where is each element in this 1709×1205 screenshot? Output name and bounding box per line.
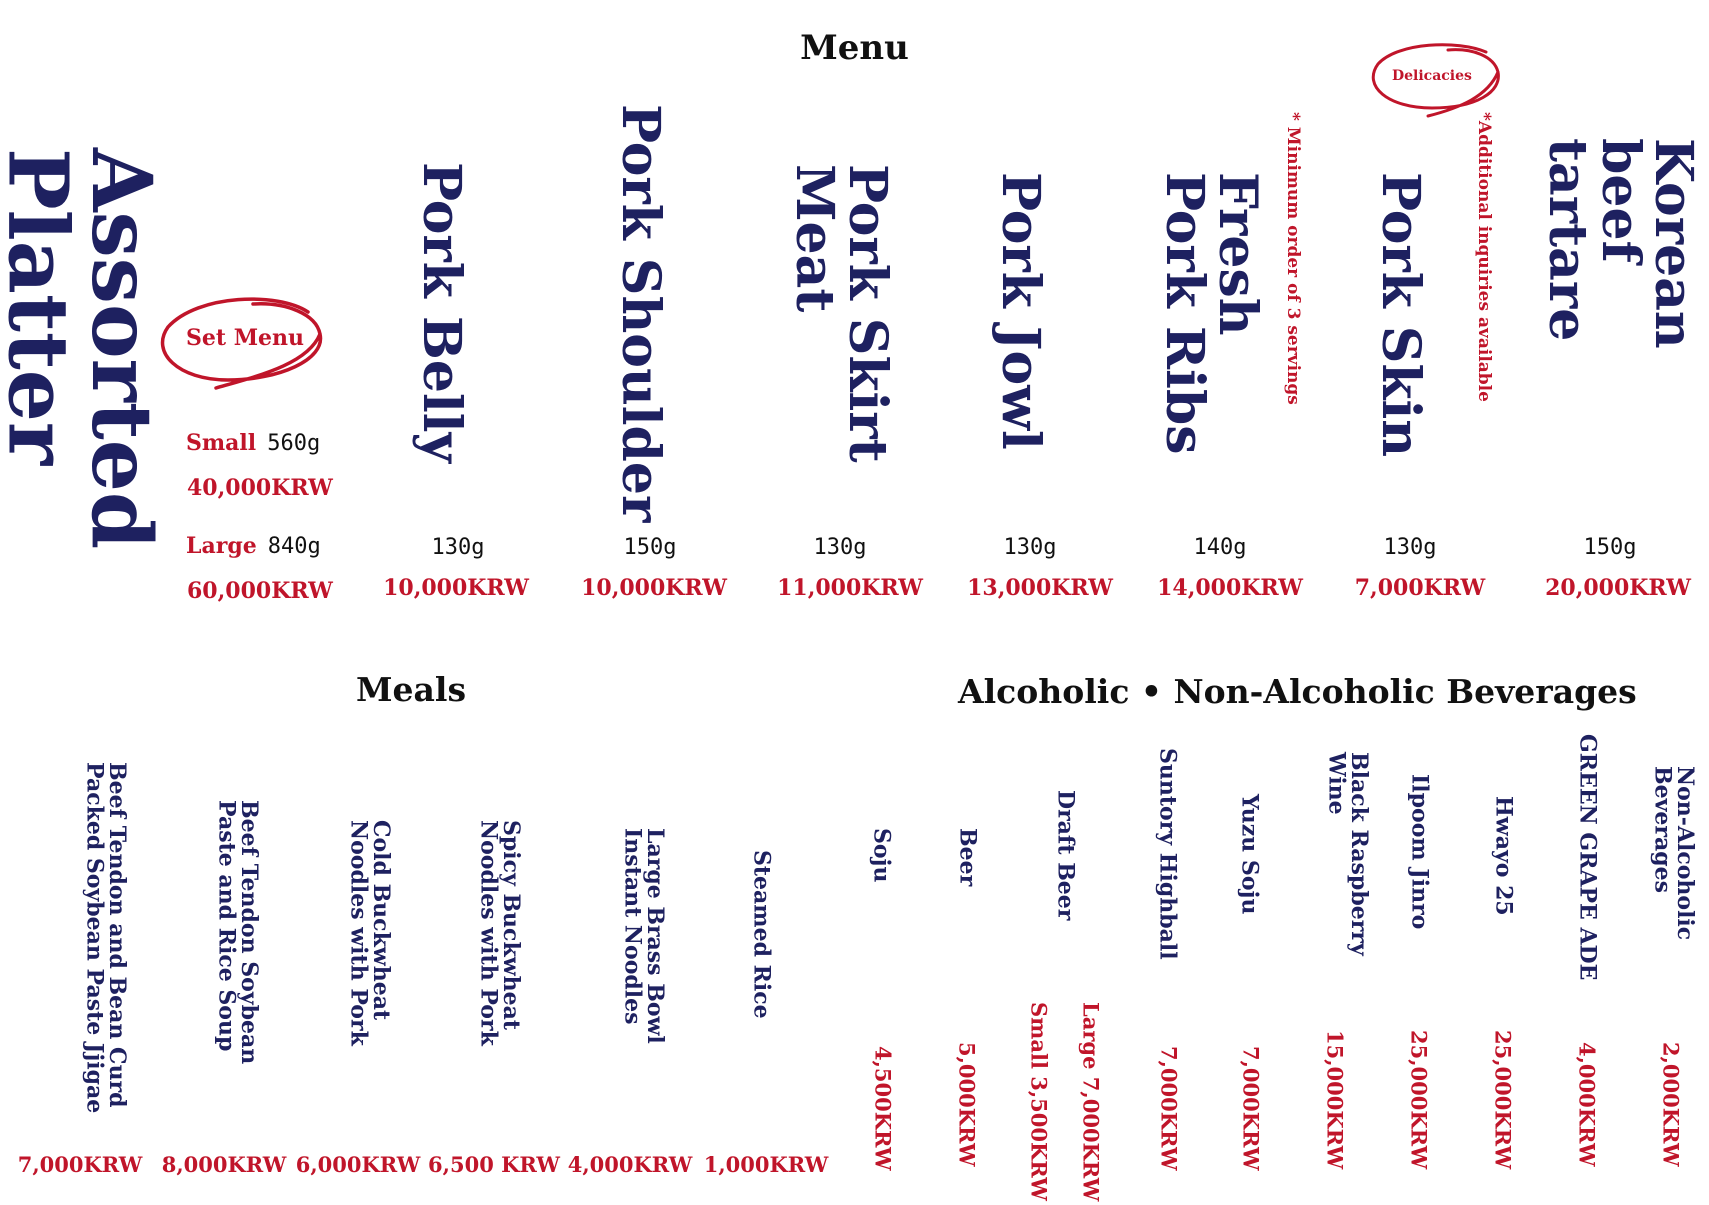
beverage-name-yuzu-soju: Yuzu Soju (1236, 794, 1263, 915)
cut-price: 10,000KRW (383, 575, 529, 601)
beverage-name-black-raspberry-wine: Black Raspberry Wine (1323, 752, 1372, 956)
beverages-title: Alcoholic • Non-Alcoholic Beverages (958, 672, 1637, 711)
beverage-price: 2,000KRW (1658, 1042, 1684, 1167)
beverage-price: 7,000KRW (1238, 1046, 1264, 1171)
cut-price: 14,000KRW (1157, 575, 1303, 601)
beverage-name-beer: Beer (954, 828, 981, 887)
page-title: Menu (800, 28, 909, 68)
beverage-price-large: Large 7,000KRW (1078, 1002, 1104, 1202)
delicacies-circle (1371, 43, 1500, 118)
beverage-price: 4,500KRW (870, 1046, 896, 1171)
cut-price: 20,000KRW (1545, 575, 1691, 601)
beverage-name-non-alcoholic: Non-Alcoholic Beverages (1649, 766, 1698, 941)
meal-price: 6,500 KRW (428, 1152, 560, 1177)
cut-weight: 150g (1583, 535, 1637, 560)
cut-weight: 130g (813, 535, 867, 560)
beverage-price: 25,000KRW (1490, 1030, 1516, 1170)
meal-name-instant-noodles: Large Brass Bowl Instant Noodles (619, 828, 668, 1044)
cut-name-korean-beef-tartare: Korean beef tartare (1536, 138, 1704, 349)
meal-name-cold-buckwheat: Cold Buckwheat Noodles with Pork (345, 820, 394, 1046)
cut-name-pork-shoulder: Pork Shoulder (610, 104, 672, 523)
cut-weight: 150g (623, 535, 677, 560)
set-menu-large-price: 60,000KRW (187, 578, 333, 604)
cut-name-pork-skirt-meat: Pork Skirt Meat (783, 164, 898, 463)
beverage-price: 7,000KRW (1156, 1046, 1182, 1171)
meal-name-spicy-buckwheat: Spicy Buckwheat Noodles with Pork (475, 820, 524, 1046)
meal-price: 1,000KRW (703, 1152, 829, 1177)
cut-weight: 130g (1383, 535, 1437, 560)
cut-price: 10,000KRW (581, 575, 727, 601)
meal-price: 6,000KRW (295, 1152, 421, 1177)
beverage-name-highball: Suntory Highball (1154, 748, 1181, 960)
set-menu-large-label: Large (186, 533, 257, 559)
additional-inquiries-note: *Additional inquiries available (1474, 112, 1494, 402)
delicacies-badge: Delicacies (1392, 68, 1472, 84)
cut-name-pork-jowl: Pork Jowl (990, 172, 1052, 450)
cut-name-pork-skin: Pork Skin (1370, 172, 1432, 458)
beverage-price: 25,000KRW (1406, 1030, 1432, 1170)
beverage-name-hwayo-25: Hwayo 25 (1490, 796, 1517, 916)
cut-weight: 140g (1193, 535, 1247, 560)
meal-price: 4,000KRW (567, 1152, 693, 1177)
meals-title: Meals (356, 670, 467, 709)
set-menu-badge: Set Menu (186, 325, 305, 351)
cut-name-pork-belly: Pork Belly (411, 162, 473, 463)
meal-name-rice-soup: Beef Tendon Soybean Paste and Rice Soup (213, 800, 262, 1065)
beverage-name-green-grape-ade: GREEN GRAPE ADE (1574, 734, 1601, 981)
beverage-name-ilpoom-jinro: Ilpoom Jinro (1406, 774, 1433, 930)
beverage-price: 15,000KRW (1322, 1030, 1348, 1170)
minimum-order-note: * Minimum order of 3 servings (1283, 112, 1303, 405)
set-menu-large-row: Large 840g (186, 533, 321, 559)
set-menu-small-row: Small 560g (186, 430, 320, 456)
beverage-price: 5,000KRW (954, 1042, 980, 1167)
set-menu-name: Assorted Platter (0, 148, 169, 550)
set-menu-large-weight: 840g (267, 534, 321, 559)
meal-name-steamed-rice: Steamed Rice (748, 850, 775, 1019)
beverage-name-soju: Soju (868, 828, 895, 883)
set-menu-circle (160, 297, 323, 390)
cut-weight: 130g (1003, 535, 1057, 560)
set-menu-small-label: Small (186, 430, 257, 456)
cut-price: 13,000KRW (967, 575, 1113, 601)
beverage-name-draft-beer: Draft Beer (1052, 790, 1079, 921)
cut-weight: 130g (431, 535, 485, 560)
cut-price: 7,000KRW (1354, 575, 1486, 601)
meal-name-jjigae: Beef Tendon and Bean Curd Packed Soybean… (81, 762, 130, 1114)
beverage-price-small: Small 3,500KRW (1026, 1002, 1052, 1201)
beverage-price: 4,000KRW (1574, 1042, 1600, 1167)
set-menu-small-price: 40,000KRW (187, 475, 333, 501)
meal-price: 7,000KRW (17, 1152, 143, 1177)
meal-price: 8,000KRW (161, 1152, 287, 1177)
set-menu-small-weight: 560g (267, 431, 321, 456)
cut-name-fresh-pork-ribs: Fresh Pork Ribs (1153, 172, 1268, 455)
cut-price: 11,000KRW (777, 575, 923, 601)
